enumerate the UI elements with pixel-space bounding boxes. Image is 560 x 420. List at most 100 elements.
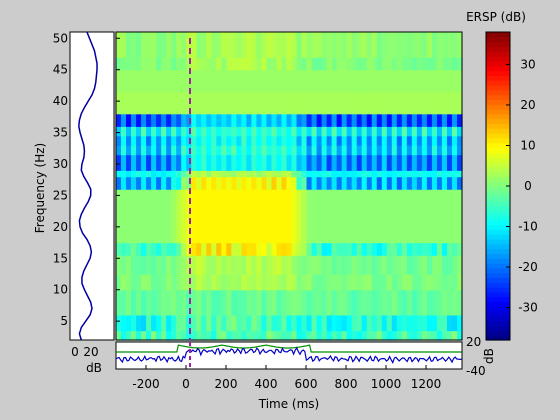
heatmap-cell [441, 176, 448, 190]
heatmap-cell [161, 314, 167, 332]
heatmap-cell [311, 32, 318, 58]
heatmap-cell [176, 113, 182, 127]
time-tick-label: 1000 [371, 377, 402, 391]
heatmap-cell [336, 113, 343, 127]
heatmap-cell [286, 57, 293, 71]
heatmap-cell [411, 113, 418, 127]
heatmap-cell [171, 170, 177, 178]
heatmap-cell [126, 57, 132, 71]
heatmap-cell [256, 32, 263, 58]
heatmap-cell [261, 255, 268, 275]
heatmap-cell [361, 330, 368, 341]
heatmap-cell [456, 170, 463, 178]
heatmap-cell [341, 289, 348, 316]
heatmap-cell [151, 113, 157, 127]
heatmap-cell [231, 69, 237, 93]
heatmap-cell [166, 242, 172, 256]
heatmap-cell [221, 314, 227, 332]
heatmap-cell [206, 330, 212, 341]
heatmap-cell [271, 57, 278, 71]
heatmap-cell [136, 135, 142, 146]
heatmap-cell [291, 154, 298, 171]
heatmap-cell [401, 289, 408, 316]
heatmap-cell [391, 255, 398, 275]
heatmap-cell [381, 189, 388, 244]
heatmap-cell [156, 274, 162, 291]
heatmap-cell [441, 154, 448, 171]
heatmap-cell [416, 145, 423, 156]
heatmap-cell [316, 255, 323, 275]
heatmap-cell [391, 91, 398, 115]
heatmap-cell [256, 126, 263, 137]
heatmap-cell [136, 274, 142, 291]
heatmap-cell [241, 126, 247, 137]
heatmap-cell [441, 274, 448, 291]
heatmap-cell [396, 274, 403, 291]
heatmap-cell [171, 314, 177, 332]
heatmap-cell [326, 135, 333, 146]
colorbar-tick-label: -30 [518, 301, 538, 315]
heatmap-cell [146, 314, 152, 332]
heatmap-cell [216, 32, 222, 58]
heatmap-cell [276, 91, 283, 115]
heatmap-cell [416, 69, 423, 93]
heatmap-cell [341, 113, 348, 127]
heatmap-cell [146, 274, 152, 291]
colorbar-segment [486, 32, 510, 38]
heatmap-cell [281, 274, 288, 291]
heatmap-cell [356, 242, 363, 256]
frequency-tick-label: 45 [53, 63, 68, 77]
heatmap-cell [401, 32, 408, 58]
heatmap-cell [356, 314, 363, 332]
heatmap-cell [446, 242, 453, 256]
heatmap-cell [296, 170, 303, 178]
heatmap-cell [271, 176, 278, 190]
heatmap-cell [176, 314, 182, 332]
heatmap-cell [126, 289, 132, 316]
heatmap-cell [456, 314, 463, 332]
heatmap-cell [391, 135, 398, 146]
heatmap-cell [331, 32, 338, 58]
heatmap-cell [116, 113, 122, 127]
heatmap-cell [366, 69, 373, 93]
heatmap-cell [151, 69, 157, 93]
colorbar-tick-label: -10 [518, 220, 538, 234]
heatmap-cell [136, 314, 142, 332]
heatmap-cell [226, 274, 232, 291]
colorbar-tick-label: 20 [520, 98, 535, 112]
heatmap-cell [416, 330, 423, 341]
heatmap-cell [246, 274, 252, 291]
heatmap-cell [326, 170, 333, 178]
heatmap-cell [391, 289, 398, 316]
heatmap-cell [256, 69, 263, 93]
heatmap-cell [261, 289, 268, 316]
heatmap-cell [196, 189, 202, 244]
heatmap-cell [276, 170, 283, 178]
heatmap-cell [131, 176, 137, 190]
colorbar-segment [486, 84, 510, 91]
heatmap-cell [121, 154, 127, 171]
heatmap-cell [266, 91, 273, 115]
heatmap-cell [171, 330, 177, 341]
heatmap-cell [221, 57, 227, 71]
heatmap-cell [211, 69, 217, 93]
heatmap-cell [311, 154, 318, 171]
heatmap-cell [446, 91, 453, 115]
heatmap-cell [176, 135, 182, 146]
heatmap-cell [386, 274, 393, 291]
heatmap-cell [386, 330, 393, 341]
heatmap-cell [136, 255, 142, 275]
heatmap-cell [396, 330, 403, 341]
heatmap-cell [211, 170, 217, 178]
heatmap-cell [201, 170, 207, 178]
heatmap-cell [326, 145, 333, 156]
heatmap-cell [431, 145, 438, 156]
heatmap-cell [121, 189, 127, 244]
frequency-axis: 5 10 15 20 25 30 35 40 45 50 [53, 31, 120, 328]
heatmap-cell [346, 154, 353, 171]
erp-ytick-top: 20 [466, 335, 481, 349]
colorbar-tick-label: -20 [518, 260, 538, 274]
heatmap-cell [296, 91, 303, 115]
heatmap-cell [226, 189, 232, 244]
heatmap-cell [436, 330, 443, 341]
